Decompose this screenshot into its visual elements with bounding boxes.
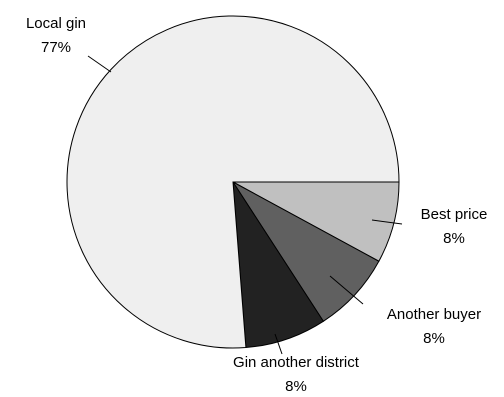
leader-line-another-buyer (329, 275, 364, 305)
slice-label-gin-another-district: Gin another district (233, 354, 360, 371)
slice-percent-local-gin: 77% (41, 39, 71, 56)
pie-slices (66, 15, 400, 349)
pie-slice-local-gin (66, 15, 400, 349)
slice-percent-gin-another-district: 8% (285, 378, 307, 395)
slice-label-best-price: Best price (421, 206, 488, 223)
leader-line-best-price (371, 219, 403, 225)
leader-line-local-gin (87, 55, 112, 73)
leader-lines (87, 55, 403, 355)
slice-percent-best-price: 8% (443, 230, 465, 247)
slice-label-local-gin: Local gin (26, 15, 86, 32)
slice-labels: Best price 8% Another buyer 8% Gin another d… (26, 15, 487, 395)
slice-label-another-buyer: Another buyer (387, 306, 481, 323)
slice-percent-another-buyer: 8% (423, 330, 445, 347)
leader-line-gin-another-district (274, 333, 283, 355)
